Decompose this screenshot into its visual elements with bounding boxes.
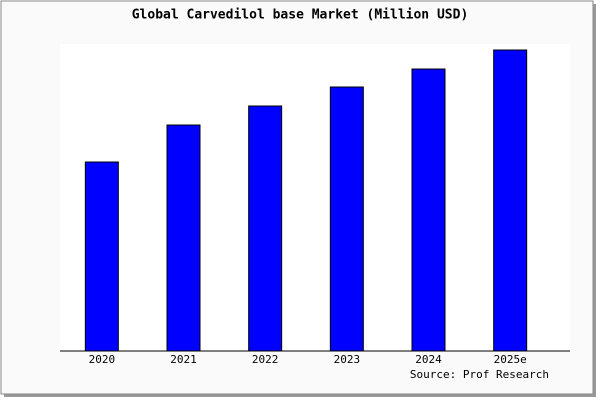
x-tick-label: 2024 — [415, 353, 442, 366]
bar — [411, 68, 446, 352]
bar — [166, 124, 201, 352]
x-tick-label: 2023 — [334, 353, 361, 366]
plot-area — [60, 44, 570, 351]
bar — [248, 105, 283, 352]
bar — [493, 49, 528, 352]
x-tick-label: 2021 — [170, 353, 197, 366]
x-tick-label: 2025e — [494, 353, 527, 366]
bar — [84, 161, 119, 352]
x-tick-label: 2020 — [89, 353, 116, 366]
bar — [329, 86, 364, 352]
source-note: Source: Prof Research — [410, 368, 549, 381]
x-tick-label: 2022 — [252, 353, 279, 366]
chart-title: Global Carvedilol base Market (Million U… — [132, 8, 469, 23]
